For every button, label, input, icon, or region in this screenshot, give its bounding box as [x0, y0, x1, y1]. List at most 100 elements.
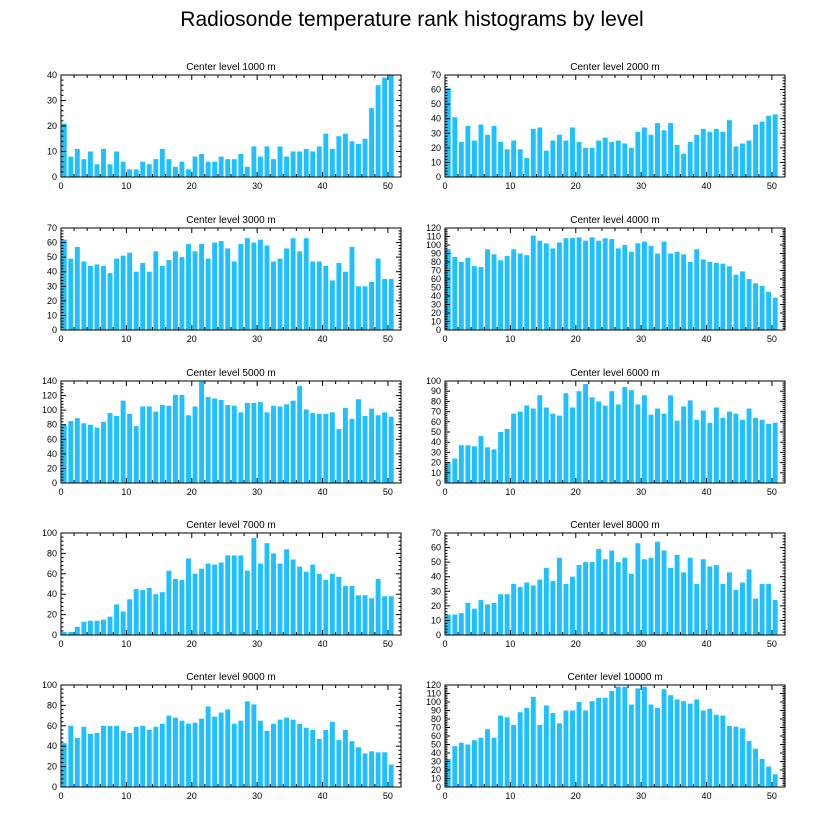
histogram-bar	[212, 161, 218, 177]
histogram-bar	[127, 732, 133, 787]
histogram-bar	[498, 432, 504, 483]
histogram-bar	[303, 727, 309, 787]
histogram-bar	[530, 408, 536, 483]
histogram-bar	[140, 262, 146, 330]
histogram-bar	[720, 417, 726, 483]
histogram-bar	[61, 743, 67, 787]
histogram-bar	[205, 161, 211, 177]
y-tick-label: 100	[426, 240, 441, 250]
x-tick-label: 30	[636, 487, 646, 497]
histogram-bar	[238, 412, 244, 483]
histogram-bar	[583, 562, 589, 635]
histogram-bar	[576, 702, 582, 787]
histogram-bar	[349, 418, 355, 483]
histogram-bar	[153, 726, 159, 787]
histogram-bar	[146, 406, 152, 483]
histogram-bar	[615, 248, 621, 330]
histogram-bar	[284, 248, 290, 330]
x-tick-label: 20	[571, 639, 581, 649]
histogram-bar	[205, 706, 211, 787]
y-tick-label: 0	[436, 325, 441, 335]
histogram-bar	[504, 428, 510, 483]
histogram-bar	[257, 156, 263, 177]
histogram-bar	[726, 725, 732, 787]
histogram-bar	[622, 245, 628, 330]
histogram-bar	[329, 148, 335, 177]
histogram-bar	[733, 274, 739, 330]
histogram-bar	[101, 265, 106, 330]
x-tick-label: 20	[187, 181, 197, 191]
histogram-bar	[257, 402, 263, 483]
histogram-bar	[166, 715, 172, 787]
histogram-bar	[766, 423, 772, 483]
histogram-bar	[199, 244, 205, 330]
histogram-bar	[458, 742, 464, 787]
histogram-bar	[530, 128, 536, 177]
x-tick-label: 0	[442, 487, 447, 497]
histogram-bar	[94, 164, 100, 177]
histogram-bar	[284, 156, 290, 177]
histogram-bar	[753, 124, 759, 177]
histogram-bar	[244, 238, 250, 330]
histogram-bar	[537, 240, 543, 330]
y-tick-label: 110	[427, 232, 441, 242]
histogram-bar	[225, 405, 231, 483]
y-tick-label: 100	[426, 697, 441, 707]
histogram-bar	[772, 422, 778, 483]
x-tick-label: 20	[187, 487, 197, 497]
histogram-bar	[127, 169, 133, 177]
y-tick-label: 20	[431, 458, 441, 468]
histogram-bar	[713, 128, 719, 177]
x-tick-label: 40	[318, 791, 328, 801]
histogram-bar	[81, 726, 87, 787]
histogram-bar	[628, 704, 634, 787]
histogram-bar	[244, 701, 250, 787]
histogram-bar	[511, 140, 517, 177]
y-tick-label: 70	[431, 70, 441, 80]
histogram-bar	[140, 725, 146, 787]
y-tick-label: 40	[47, 741, 57, 751]
histogram-bar	[218, 399, 224, 483]
histogram-bar	[726, 411, 732, 483]
histogram-bar	[700, 710, 706, 787]
histogram-bar	[687, 557, 693, 635]
histogram-bar	[159, 265, 165, 330]
histogram-bar	[563, 140, 569, 177]
histogram-bar	[602, 697, 608, 787]
histogram-bar	[303, 148, 309, 177]
histogram-bar	[543, 567, 549, 635]
histogram-bar	[648, 414, 654, 483]
histogram-bar	[766, 766, 772, 787]
histogram-bar	[707, 566, 713, 635]
y-tick-label: 90	[431, 249, 441, 259]
histogram-bar	[609, 550, 615, 635]
x-tick-label: 50	[383, 639, 393, 649]
x-tick-label: 30	[252, 181, 262, 191]
histogram-bar	[257, 563, 263, 635]
histogram-bar	[114, 415, 120, 483]
histogram-bar	[445, 758, 451, 787]
histogram-bar	[388, 416, 394, 483]
histogram-bar	[382, 279, 388, 330]
histogram-bar	[179, 579, 185, 635]
histogram-bar	[485, 729, 490, 787]
x-tick-label: 50	[767, 791, 777, 801]
histogram-bar	[264, 543, 270, 635]
histogram-bar	[465, 602, 471, 635]
histogram-bar	[120, 730, 126, 787]
y-tick-label: 70	[431, 723, 441, 733]
histogram-bar	[655, 408, 660, 483]
histogram-bar	[277, 146, 283, 177]
histogram-bar	[277, 406, 283, 483]
histogram-bar	[172, 717, 178, 787]
histogram-bar	[349, 246, 355, 330]
histogram-bar	[687, 400, 693, 483]
histogram-bar	[199, 381, 205, 483]
histogram-bar	[74, 418, 80, 483]
histogram-bar	[140, 406, 146, 483]
x-tick-label: 30	[636, 181, 646, 191]
y-tick-label: 60	[431, 731, 441, 741]
histogram-bar	[375, 258, 381, 330]
histogram-bar	[589, 701, 595, 787]
histogram-bar	[458, 262, 464, 330]
